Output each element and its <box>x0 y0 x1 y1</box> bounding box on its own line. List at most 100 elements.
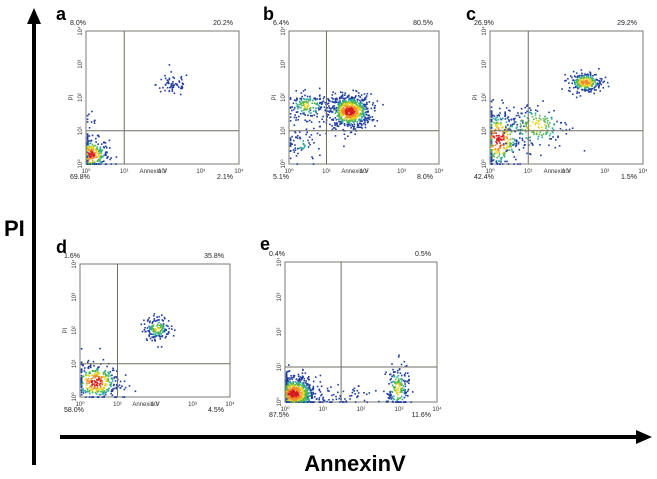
x-tick-label: 10¹ <box>113 402 122 408</box>
event-point <box>404 391 406 393</box>
event-point <box>89 162 91 164</box>
event-point <box>511 150 514 153</box>
event-point <box>306 106 309 108</box>
event-point <box>155 329 158 331</box>
event-point <box>564 122 566 124</box>
quadrant-percent-lower-left: 69.8% <box>70 174 90 181</box>
event-point <box>595 79 598 81</box>
event-point <box>599 81 601 83</box>
event-point <box>519 129 522 131</box>
event-point <box>505 150 508 152</box>
event-point <box>589 76 592 78</box>
event-point <box>158 87 161 89</box>
event-point <box>289 157 292 160</box>
event-point <box>338 112 340 115</box>
event-point <box>350 115 352 118</box>
event-point <box>153 313 156 315</box>
event-point <box>113 376 116 378</box>
event-point <box>504 128 507 130</box>
event-point <box>165 324 168 327</box>
event-point <box>401 389 403 392</box>
event-point <box>520 125 522 127</box>
event-point <box>322 399 325 402</box>
event-point <box>311 387 314 390</box>
event-point <box>316 115 318 118</box>
event-point <box>520 112 522 115</box>
event-point <box>297 398 300 401</box>
event-point <box>172 76 174 78</box>
event-point <box>490 160 493 163</box>
event-point <box>88 391 90 393</box>
event-point <box>319 106 322 109</box>
event-point <box>327 99 330 102</box>
event-point <box>574 86 577 88</box>
event-point <box>101 376 103 378</box>
event-point <box>395 401 397 403</box>
event-point <box>343 133 346 135</box>
event-point <box>361 98 363 101</box>
event-point <box>351 116 353 119</box>
event-point <box>388 393 390 396</box>
event-point <box>576 75 579 77</box>
plot-frame <box>284 261 438 403</box>
event-point <box>353 116 355 119</box>
event-point <box>303 398 306 400</box>
event-point <box>584 85 586 87</box>
event-point <box>492 145 494 147</box>
event-point <box>587 87 590 89</box>
event-point <box>363 97 366 99</box>
event-point <box>525 125 527 127</box>
event-point <box>352 389 354 391</box>
event-point <box>598 84 600 87</box>
event-point <box>102 154 105 157</box>
y-tick-label: 10¹ <box>72 359 78 368</box>
event-point <box>181 82 184 85</box>
event-point <box>296 137 299 139</box>
event-point <box>526 110 528 113</box>
event-point <box>307 146 310 148</box>
event-point <box>538 123 540 126</box>
event-point <box>290 392 292 394</box>
event-point <box>341 94 344 96</box>
event-point <box>336 122 338 124</box>
event-point <box>336 98 339 101</box>
event-point <box>101 379 103 382</box>
event-point <box>340 97 342 99</box>
event-point <box>360 113 363 116</box>
event-point <box>355 95 357 97</box>
event-point <box>305 392 307 395</box>
event-point <box>100 152 102 154</box>
event-point <box>335 107 338 109</box>
event-point <box>99 149 102 151</box>
event-point <box>344 104 346 106</box>
event-point <box>168 77 171 80</box>
event-point <box>590 82 592 85</box>
event-point <box>503 132 505 134</box>
event-point <box>332 119 335 121</box>
y-tick-label: 10⁰ <box>71 392 78 402</box>
event-point <box>321 102 323 105</box>
event-point <box>322 97 325 100</box>
event-point <box>100 150 103 153</box>
event-point <box>154 330 157 333</box>
event-point <box>111 369 114 372</box>
event-point <box>170 71 172 73</box>
event-point <box>398 391 401 394</box>
event-point <box>504 118 507 120</box>
event-point <box>352 107 355 109</box>
event-point <box>89 155 91 158</box>
event-point <box>350 112 352 114</box>
x-tick-label: 10¹ <box>524 169 533 175</box>
event-point <box>588 78 590 80</box>
event-point <box>352 116 354 119</box>
event-point <box>301 147 304 149</box>
event-point <box>162 323 165 325</box>
event-point <box>310 401 312 403</box>
event-point <box>355 114 358 117</box>
event-point <box>510 124 512 126</box>
event-point <box>149 326 151 329</box>
event-point <box>493 115 496 117</box>
event-point <box>87 390 89 392</box>
event-point <box>351 101 354 103</box>
